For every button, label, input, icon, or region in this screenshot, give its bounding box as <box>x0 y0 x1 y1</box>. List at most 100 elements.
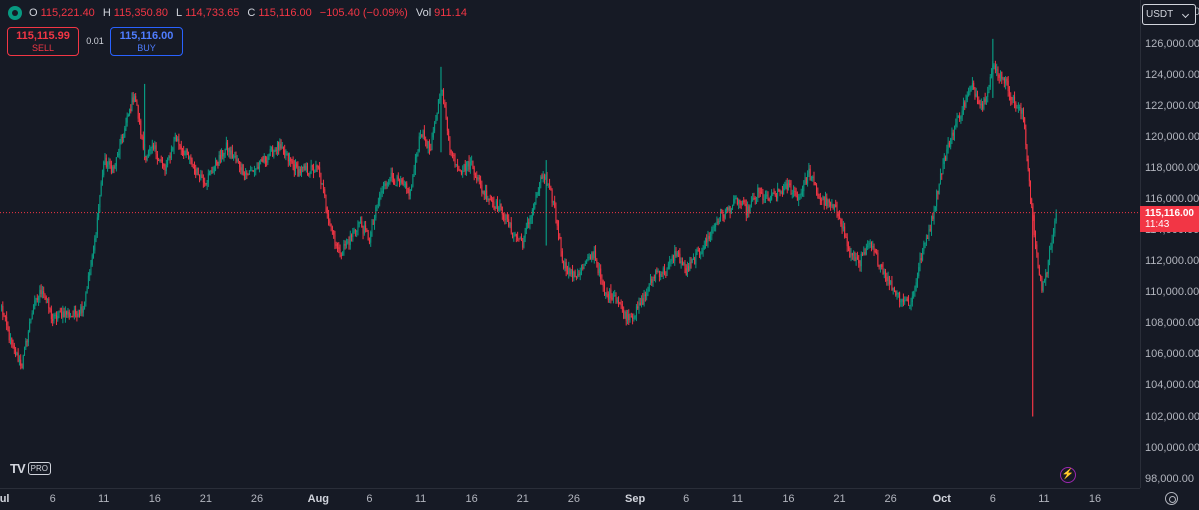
candle <box>4 315 6 322</box>
candle <box>937 190 939 200</box>
candle <box>130 104 132 114</box>
candle <box>833 204 835 212</box>
candle <box>859 260 861 272</box>
candle <box>759 187 761 197</box>
candle <box>117 151 119 158</box>
candle <box>304 163 306 171</box>
candle <box>57 311 59 322</box>
candle <box>665 271 667 278</box>
last-price-value: 115,116.00 <box>1145 207 1194 219</box>
candle <box>851 252 853 260</box>
candle <box>77 309 79 318</box>
chart-plot-area[interactable] <box>0 0 1140 488</box>
candle <box>325 194 327 214</box>
candle <box>82 305 84 317</box>
candle <box>796 191 798 201</box>
candle <box>258 160 260 173</box>
gear-icon[interactable] <box>1165 492 1178 505</box>
candle <box>109 158 111 169</box>
time-axis[interactable]: Jul 6 11 16 21 26 Aug 6 11 16 21 26 Sep 6 11 16 21 26 Oct 6… <box>0 488 1140 510</box>
candlestick-chart[interactable] <box>0 0 1140 488</box>
candle <box>614 289 616 297</box>
candle <box>977 90 979 105</box>
candle <box>904 296 906 305</box>
candle <box>443 88 445 105</box>
candle <box>696 247 698 256</box>
currency-selector[interactable]: USDT <box>1142 4 1196 25</box>
price-tick: 100,000.00 <box>1145 441 1199 454</box>
candle <box>724 208 726 220</box>
candle <box>487 195 489 202</box>
price-axis[interactable]: 128,000.00126,000.00124,000.00122,000.00… <box>1140 0 1199 488</box>
candle <box>686 261 688 278</box>
candle <box>924 242 926 249</box>
candle <box>683 261 685 266</box>
symbol-status-icon[interactable] <box>8 6 22 20</box>
candle <box>268 153 270 160</box>
candle <box>75 305 77 318</box>
candle <box>310 159 312 175</box>
candle <box>488 198 490 205</box>
candle <box>799 193 801 201</box>
candle <box>215 157 217 172</box>
candle <box>641 295 643 308</box>
candle <box>8 326 10 344</box>
candle <box>131 92 133 112</box>
candle <box>349 230 351 250</box>
candle <box>445 102 447 120</box>
lightning-icon[interactable]: ⚡ <box>1060 467 1076 483</box>
candle <box>840 217 842 227</box>
candle <box>3 312 5 318</box>
candle <box>984 92 986 105</box>
candle <box>582 264 584 271</box>
candle <box>978 96 980 105</box>
candle <box>248 170 250 175</box>
candle <box>363 221 365 236</box>
candle <box>239 160 241 173</box>
candle <box>425 136 427 147</box>
candle <box>84 301 86 310</box>
tradingview-logo[interactable]: TV PRO <box>10 461 51 476</box>
candle <box>250 165 252 172</box>
time-tick: 21 <box>199 493 213 505</box>
candle <box>353 227 355 234</box>
candle <box>372 219 374 225</box>
candle <box>160 155 162 163</box>
candle <box>400 175 402 186</box>
candle <box>126 112 128 127</box>
candle <box>939 168 941 185</box>
candle <box>110 160 112 175</box>
candle <box>787 179 789 191</box>
candle <box>347 238 349 245</box>
candle <box>457 158 459 172</box>
candle <box>1028 167 1030 187</box>
candle <box>524 227 526 243</box>
sell-button[interactable]: 115,115.99 SELL <box>7 27 79 56</box>
candle <box>1002 76 1004 81</box>
candle <box>123 133 125 143</box>
candle <box>183 145 185 159</box>
candle <box>711 226 713 241</box>
candle <box>417 149 419 157</box>
candle <box>190 154 192 165</box>
candle <box>644 291 646 302</box>
buy-button[interactable]: 115,116.00 BUY <box>110 27 183 56</box>
candle <box>923 240 925 255</box>
candle <box>379 191 381 207</box>
candle <box>324 186 326 199</box>
candle <box>153 142 155 151</box>
candle <box>293 160 295 177</box>
candle <box>980 98 982 111</box>
candle <box>786 178 788 194</box>
candle <box>1027 155 1029 172</box>
candle <box>501 206 503 220</box>
candle <box>204 177 206 187</box>
candle <box>863 246 865 256</box>
candle <box>421 134 423 138</box>
candle <box>774 190 776 197</box>
candle <box>275 147 277 155</box>
candle <box>7 321 9 332</box>
buy-label: BUY <box>137 43 156 53</box>
candle <box>1 304 3 312</box>
candle <box>398 178 400 188</box>
